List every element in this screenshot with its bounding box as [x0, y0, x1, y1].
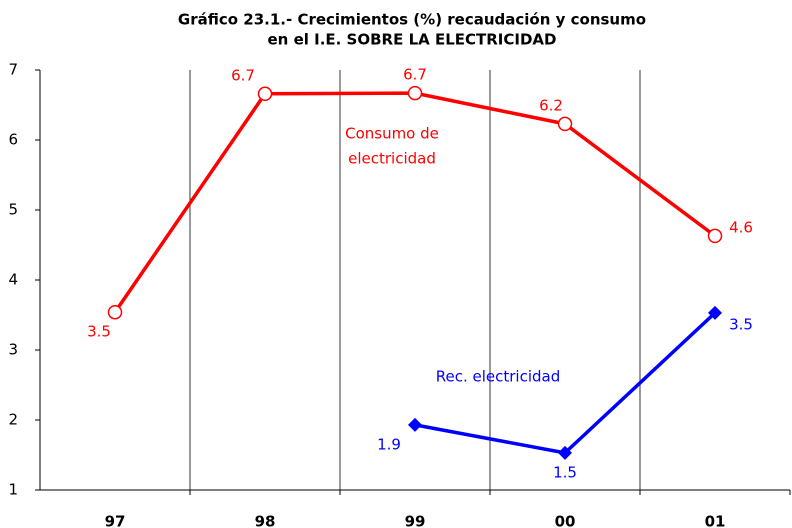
value-label: 6.2 [539, 96, 563, 114]
y-tick-label: 5 [8, 201, 18, 219]
marker [257, 86, 273, 102]
value-label: 4.6 [729, 218, 753, 236]
annotation: electricidad [348, 150, 436, 168]
y-tick-label: 6 [8, 131, 18, 149]
y-tick-label: 1 [8, 481, 18, 499]
annotation: Consumo de [345, 125, 439, 143]
y-tick-label: 3 [8, 341, 18, 359]
x-tick-label: 99 [405, 513, 426, 528]
y-tick-label: 7 [8, 61, 18, 79]
y-tick-label: 4 [8, 271, 18, 289]
x-tick-label: 00 [555, 513, 576, 528]
value-label: 3.5 [87, 323, 111, 341]
x-tick-label: 98 [255, 513, 276, 528]
value-label: 1.5 [553, 463, 577, 481]
marker [407, 85, 423, 101]
value-label: 1.9 [377, 435, 401, 453]
value-label: 6.7 [231, 66, 255, 84]
marker [558, 445, 572, 460]
marker [408, 417, 422, 432]
chart-title: en el I.E. SOBRE LA ELECTRICIDAD [268, 31, 557, 49]
marker [107, 304, 123, 320]
marker [708, 305, 722, 320]
value-label: 6.7 [403, 66, 427, 84]
value-label: 3.5 [729, 315, 753, 333]
chart-title: Gráfico 23.1.- Crecimientos (%) recaudac… [178, 11, 646, 29]
x-tick-label: 97 [105, 513, 126, 528]
marker [707, 228, 723, 244]
marker [557, 116, 573, 132]
annotation: Rec. electricidad [436, 368, 561, 386]
y-tick-label: 2 [8, 411, 18, 429]
x-tick-label: 01 [705, 513, 726, 528]
